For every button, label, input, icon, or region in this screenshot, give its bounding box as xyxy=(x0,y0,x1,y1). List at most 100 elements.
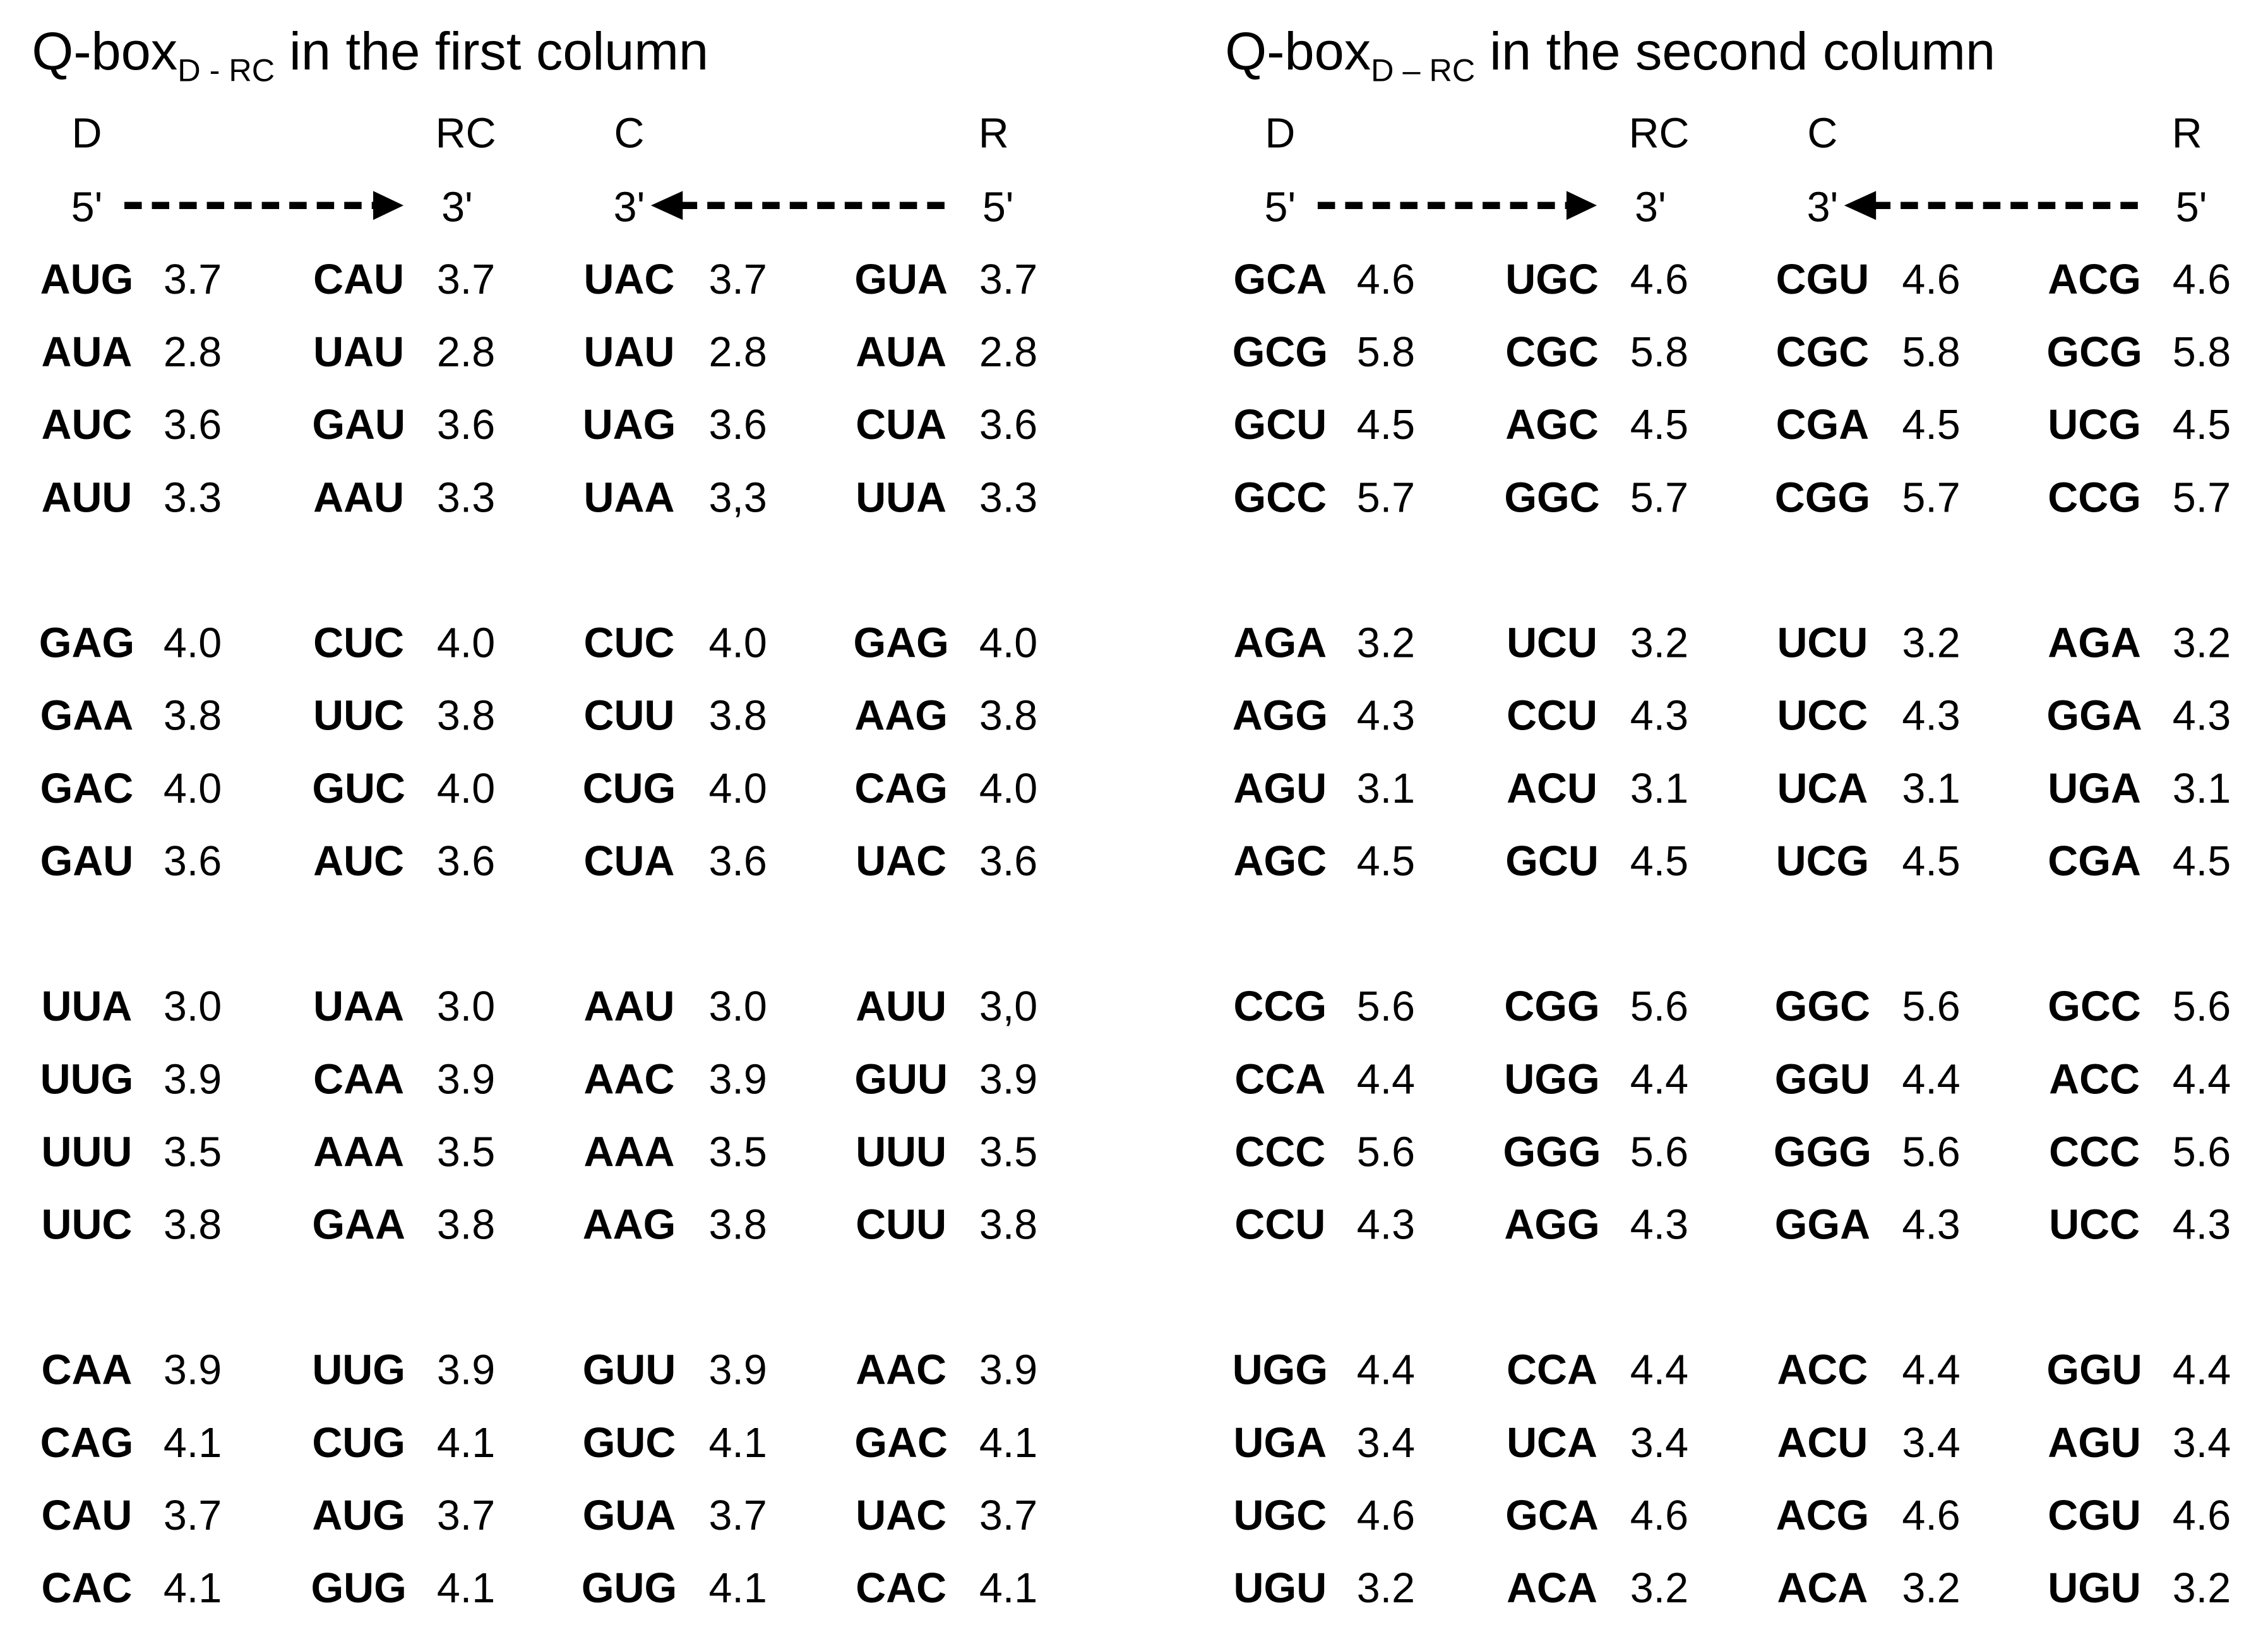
codon-value: 3.0 xyxy=(709,983,767,1030)
codon: GAU xyxy=(40,838,134,885)
codon-value: 3,3 xyxy=(709,474,767,521)
codon: CUA xyxy=(584,838,675,885)
codon: GCU xyxy=(1234,402,1327,448)
codon-value: 3.1 xyxy=(1630,765,1688,812)
column-header: C xyxy=(614,111,645,157)
title-rest: in the second column xyxy=(1489,21,1995,81)
codon-value: 4.6 xyxy=(2173,1492,2231,1539)
codon-value: 5.6 xyxy=(2173,1129,2231,1175)
codon-value: 4.5 xyxy=(1902,402,1960,448)
codon-value: 3.7 xyxy=(164,256,222,303)
codon-value: 5.6 xyxy=(1630,1129,1688,1175)
codon-value: 2.8 xyxy=(709,329,767,376)
codon-value: 3.9 xyxy=(164,1347,222,1394)
codon-value: 4.0 xyxy=(164,620,222,667)
codon: UCU xyxy=(1507,620,1597,667)
strand-end: 5' xyxy=(2176,184,2207,231)
codon: GGU xyxy=(1775,1056,1870,1103)
codon-value: 4.6 xyxy=(2173,256,2231,303)
codon-value: 4.5 xyxy=(1902,838,1960,885)
codon-value: 4.3 xyxy=(1902,1201,1960,1248)
codon-value: 3.4 xyxy=(1357,1420,1415,1467)
codon-value: 5.6 xyxy=(1357,1129,1415,1175)
panel-title: Q-boxD - RC in the first column xyxy=(32,21,708,88)
codon-value: 4.5 xyxy=(1357,838,1415,885)
codon: GUU xyxy=(854,1056,948,1103)
codon-value: 4.3 xyxy=(1630,693,1688,740)
codon-value: 5.6 xyxy=(1902,983,1960,1030)
codon-value: 4.5 xyxy=(1630,402,1688,448)
codon: ACU xyxy=(1777,1420,1868,1467)
codon: UAU xyxy=(584,329,675,376)
codon: GCA xyxy=(1505,1492,1599,1539)
codon-value: 4.4 xyxy=(1357,1347,1415,1394)
codon: UCA xyxy=(1777,765,1868,812)
codon-value: 5.6 xyxy=(2173,983,2231,1030)
codon: ACA xyxy=(1777,1565,1868,1612)
codon: UUA xyxy=(41,983,132,1030)
codon: GGG xyxy=(1774,1129,1871,1175)
codon: AUG xyxy=(40,256,134,303)
codon-value: 5.8 xyxy=(2173,329,2231,376)
codon: CAG xyxy=(854,765,948,812)
codon-value: 3.2 xyxy=(2173,620,2231,667)
codon-value: 3.4 xyxy=(1630,1420,1688,1467)
codon-value: 4.0 xyxy=(709,620,767,667)
codon: GCA xyxy=(1234,256,1327,303)
codon: AUC xyxy=(313,838,404,885)
codon-value: 4.5 xyxy=(1357,402,1415,448)
codon-value: 4.4 xyxy=(1902,1056,1960,1103)
codon: GCU xyxy=(1505,838,1599,885)
codon-value: 3.1 xyxy=(1902,765,1960,812)
strand-end: 3' xyxy=(441,184,473,231)
codon-value: 2.8 xyxy=(437,329,495,376)
codon-value: 4.1 xyxy=(979,1420,1037,1467)
codon-value: 4.3 xyxy=(1357,693,1415,740)
codon: GUU xyxy=(583,1347,676,1394)
codon: AGA xyxy=(2048,620,2141,667)
codon: AGU xyxy=(1234,765,1327,812)
codon: UGA xyxy=(1234,1420,1327,1467)
codon: UGA xyxy=(2048,765,2141,812)
codon-value: 3.2 xyxy=(1902,620,1960,667)
codon-value: 4.1 xyxy=(709,1565,767,1612)
codon: UAA xyxy=(313,983,404,1030)
codon: UUU xyxy=(856,1129,946,1175)
panel: Q-boxD - RC in the first column D RC C R 5' 3' 3… xyxy=(32,21,1037,1612)
codon: CGU xyxy=(2048,1492,2141,1539)
codon-value: 4.6 xyxy=(1902,1492,1960,1539)
codon-value: 3.6 xyxy=(709,402,767,448)
title-subscript: D - RC xyxy=(177,52,275,88)
codon: GAC xyxy=(40,765,134,812)
codon-value: 3.8 xyxy=(979,693,1037,740)
codon: GUC xyxy=(583,1420,676,1467)
codon-value: 4.6 xyxy=(1902,256,1960,303)
codon-value: 4.4 xyxy=(1630,1347,1688,1394)
title-main: Q-box xyxy=(1225,21,1371,81)
codon: CGC xyxy=(1776,329,1870,376)
title-subscript: D – RC xyxy=(1371,52,1475,88)
codon-value: 4.4 xyxy=(1357,1056,1415,1103)
codon: AAC xyxy=(584,1056,675,1103)
codon-value: 4.1 xyxy=(979,1565,1037,1612)
codon: UCG xyxy=(1776,838,1870,885)
codon-value: 4.5 xyxy=(2173,402,2231,448)
codon-value: 4.1 xyxy=(709,1420,767,1467)
codon: AAG xyxy=(583,1201,676,1248)
codon: UGG xyxy=(1232,1347,1328,1394)
strand-end: 5' xyxy=(71,184,103,231)
codon-value: 3.2 xyxy=(1357,1565,1415,1612)
codon-value: 3.6 xyxy=(709,838,767,885)
codon-value: 4.5 xyxy=(2173,838,2231,885)
column-header: RC xyxy=(436,111,496,157)
arrow-head xyxy=(1566,191,1597,220)
codon-value: 4.1 xyxy=(437,1420,495,1467)
codon-value: 4.6 xyxy=(1630,256,1688,303)
codon: UGG xyxy=(1504,1056,1599,1103)
codon: UGU xyxy=(1234,1565,1327,1612)
codon-value: 3.8 xyxy=(437,1201,495,1248)
codon-value: 3.7 xyxy=(437,256,495,303)
codon-value: 4.6 xyxy=(1357,1492,1415,1539)
